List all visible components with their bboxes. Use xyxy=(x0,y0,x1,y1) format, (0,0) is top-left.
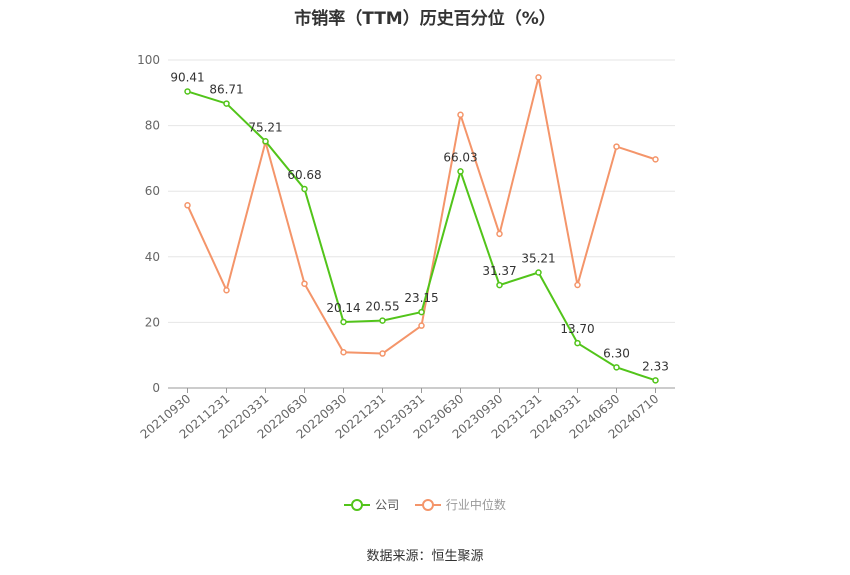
data-point-company xyxy=(301,185,308,193)
data-point-industry-median xyxy=(574,281,581,289)
legend-company-swatch-icon xyxy=(344,498,371,511)
data-point-industry-median xyxy=(223,287,230,294)
data-point-company xyxy=(652,377,659,384)
data-label: 66.03 xyxy=(443,150,477,164)
chart-title: 市销率（TTM）历史百分位（%） xyxy=(294,9,556,29)
data-point-industry-median xyxy=(418,322,425,329)
series-lines xyxy=(184,74,659,384)
data-point-company xyxy=(457,168,464,175)
data-point-company xyxy=(262,138,269,145)
y-tick-label: 40 xyxy=(145,250,160,264)
y-tick-label: 80 xyxy=(145,119,160,133)
data-point-company xyxy=(184,88,191,95)
y-tick-label: 60 xyxy=(145,184,160,198)
data-label: 6.30 xyxy=(603,346,630,360)
data-labels: 90.41 86.71 75.21 60.68 20.14 20.55 23.15 66.03… xyxy=(170,70,669,373)
data-point-industry-median xyxy=(184,202,191,209)
data-label: 90.41 xyxy=(170,70,204,84)
data-label: 86.71 xyxy=(209,83,243,97)
data-point-industry-median xyxy=(379,350,386,357)
data-point-industry-median xyxy=(613,143,620,150)
data-label: 2.33 xyxy=(642,359,669,373)
legend: 公司 行业中位数 xyxy=(0,496,850,514)
legend-item-company[interactable]: 公司 xyxy=(344,496,399,513)
data-label: 23.15 xyxy=(404,291,438,305)
y-tick-label: 100 xyxy=(137,53,160,67)
data-point-industry-median xyxy=(301,280,308,287)
data-label: 20.55 xyxy=(365,300,399,314)
data-label: 75.21 xyxy=(248,120,282,134)
y-tick-label: 20 xyxy=(145,315,160,329)
data-point-company xyxy=(613,364,620,371)
data-point-company xyxy=(223,100,230,107)
data-point-industry-median xyxy=(340,348,347,356)
data-source-note: 数据来源：恒生聚源 xyxy=(366,549,484,564)
data-point-company xyxy=(418,308,425,316)
grid-lines xyxy=(168,59,675,323)
data-point-company xyxy=(574,339,581,347)
data-label: 35.21 xyxy=(521,252,555,266)
axes: 0204060801002021093020211231202203312022… xyxy=(137,53,675,442)
series-line-company xyxy=(187,90,656,382)
data-label: 20.14 xyxy=(326,301,360,315)
data-label: 31.37 xyxy=(482,264,516,278)
data-label: 13.70 xyxy=(560,322,594,336)
data-point-company xyxy=(496,281,503,289)
legend-industry-label: 行业中位数 xyxy=(445,498,506,512)
data-label: 60.68 xyxy=(287,168,321,182)
y-tick-label: 0 xyxy=(152,381,160,395)
legend-item-industry-median[interactable]: 行业中位数 xyxy=(414,496,506,513)
data-point-company xyxy=(340,318,347,326)
data-point-industry-median xyxy=(535,74,542,81)
legend-industry-swatch-icon xyxy=(414,498,441,511)
data-point-industry-median xyxy=(652,156,659,163)
data-point-industry-median xyxy=(457,111,464,119)
data-point-company xyxy=(379,317,386,324)
data-point-company xyxy=(535,269,542,276)
legend-company-label: 公司 xyxy=(375,498,400,512)
data-point-industry-median xyxy=(496,230,503,238)
